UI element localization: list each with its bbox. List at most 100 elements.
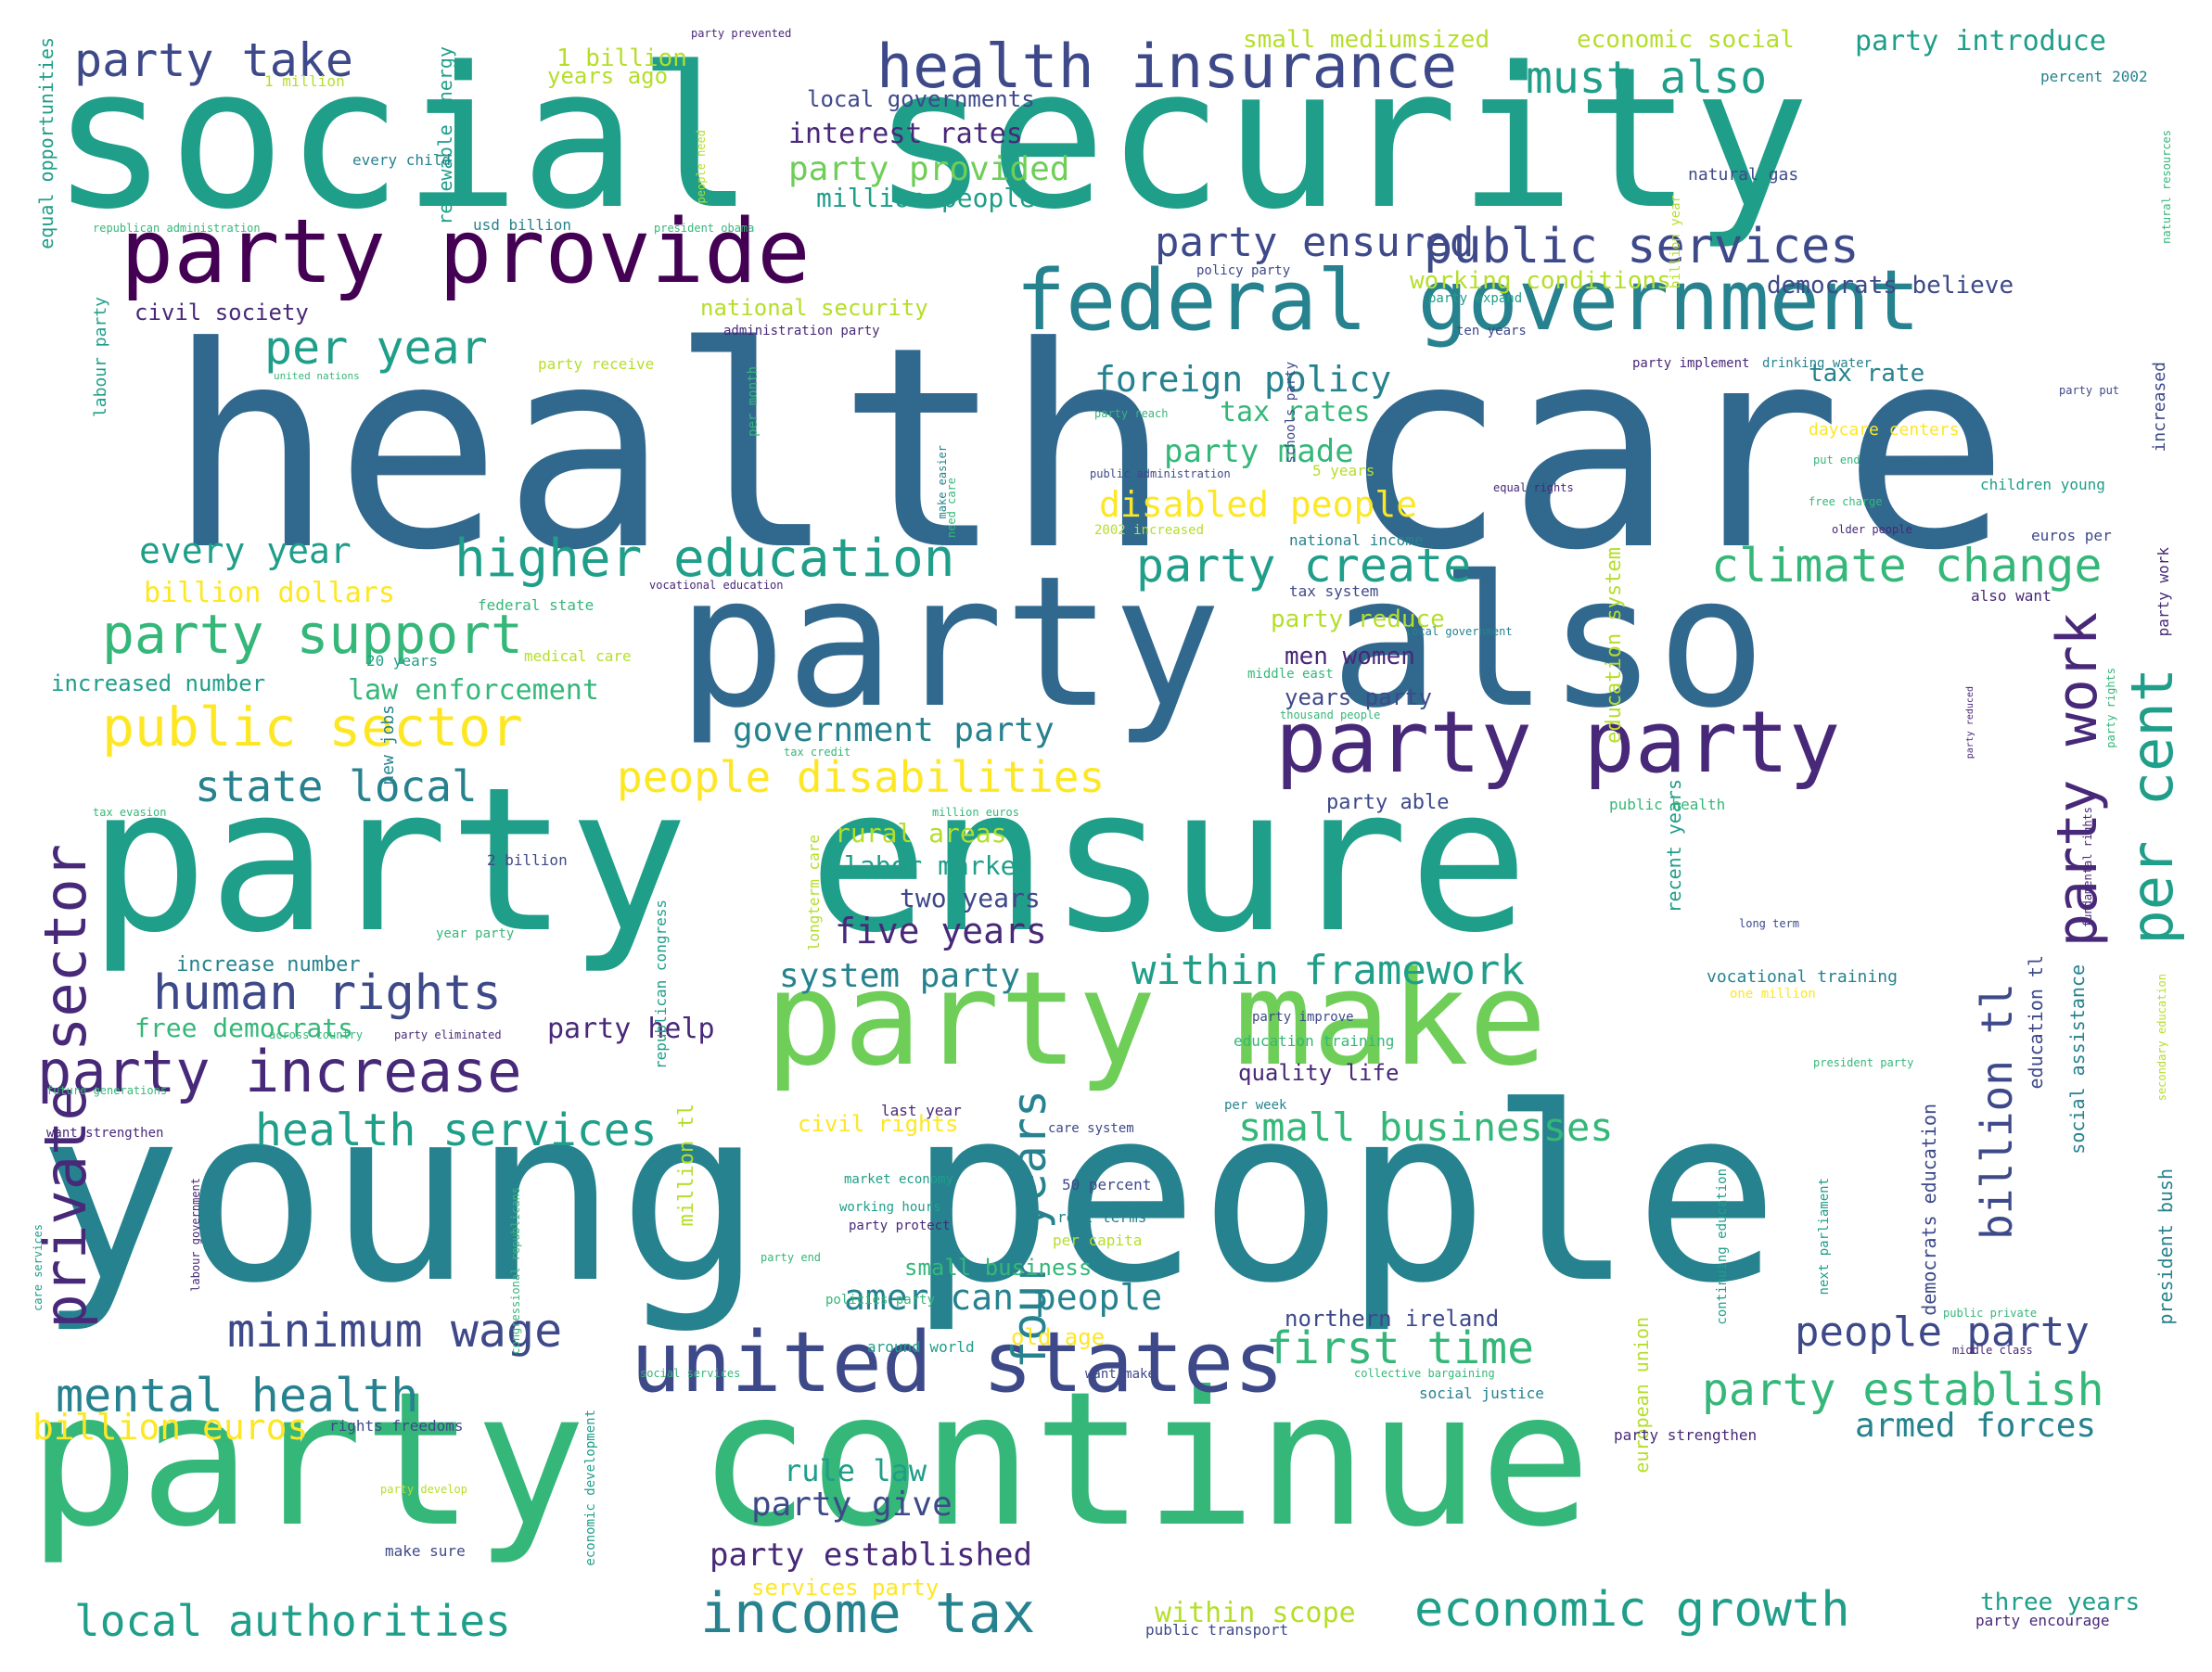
word-161: vocational training xyxy=(1707,967,1898,987)
word-19: economic growth xyxy=(1414,1582,1850,1638)
word-95: social assistance xyxy=(2066,964,2089,1155)
word-198: party encourage xyxy=(1975,1612,2110,1629)
word-123: party put xyxy=(2059,384,2120,397)
word-85: national security xyxy=(700,295,928,321)
word-117: policy party xyxy=(1196,263,1291,278)
word-37: within framework xyxy=(1132,947,1525,994)
word-38: people party xyxy=(1795,1308,2090,1356)
word-20: higher education xyxy=(454,529,955,589)
word-153: million euros xyxy=(932,806,1019,819)
word-55: law enforcement xyxy=(348,674,599,707)
word-105: every child xyxy=(352,151,451,169)
word-181: care services xyxy=(32,1224,45,1311)
word-1: social security xyxy=(51,25,1810,252)
word-130: equal rights xyxy=(1493,481,1574,494)
word-154: public health xyxy=(1609,796,1726,813)
word-194: party end xyxy=(761,1251,822,1264)
word-87: 1 billion xyxy=(556,45,687,72)
word-169: per week xyxy=(1224,1098,1287,1113)
word-143: also want xyxy=(1971,587,2052,605)
word-185: collective bargaining xyxy=(1354,1367,1495,1380)
word-46: every year xyxy=(139,530,352,571)
word-116: billion year xyxy=(1669,195,1683,289)
word-76: northern ireland xyxy=(1285,1306,1500,1332)
word-3: party ensure xyxy=(88,744,1529,976)
word-142: tax system xyxy=(1289,582,1379,600)
word-71: years party xyxy=(1285,684,1432,710)
word-151: tax credit xyxy=(784,746,851,759)
word-25: party work xyxy=(2045,612,2110,948)
word-145: medical care xyxy=(524,647,632,665)
word-114: president obama xyxy=(654,222,755,235)
word-78: three years xyxy=(1980,1589,2141,1616)
word-67: party help xyxy=(547,1013,715,1045)
word-201: natural resources xyxy=(2160,130,2173,244)
word-92: education tl xyxy=(2025,955,2047,1090)
word-100: million tl xyxy=(675,1104,698,1227)
word-66: rural areas xyxy=(835,818,1007,849)
word-40: american people xyxy=(844,1277,1163,1318)
word-2: young people xyxy=(37,1056,1780,1336)
word-56: rule law xyxy=(784,1453,927,1488)
word-83: economic social xyxy=(1577,26,1795,54)
word-35: first time xyxy=(1266,1322,1534,1374)
word-99: equal opportunities xyxy=(35,37,58,249)
word-59: interest rates xyxy=(788,118,1023,150)
word-162: one million xyxy=(1730,987,1816,1002)
word-57: within scope xyxy=(1155,1597,1356,1629)
word-187: social justice xyxy=(1419,1385,1544,1402)
word-9: health insurance xyxy=(876,32,1458,102)
word-155: party rights xyxy=(2104,668,2117,748)
word-30: per year xyxy=(264,321,488,375)
word-176: party protect xyxy=(849,1219,951,1233)
word-106: natural gas xyxy=(1688,165,1799,185)
word-107: increased xyxy=(2150,362,2169,453)
word-200: secondary education xyxy=(2155,974,2168,1102)
word-175: working hours xyxy=(839,1200,941,1215)
word-193: party develop xyxy=(380,1483,467,1496)
word-138: older people xyxy=(1832,523,1912,536)
word-39: small businesses xyxy=(1238,1104,1614,1150)
word-128: schools party xyxy=(1284,362,1298,464)
word-163: party improve xyxy=(1252,1010,1354,1025)
word-58: party provided xyxy=(788,150,1070,188)
word-104: party receive xyxy=(538,355,655,373)
word-122: drinking water xyxy=(1762,356,1873,371)
word-77: old age xyxy=(1011,1324,1106,1350)
word-75: civil rights xyxy=(798,1111,959,1137)
word-159: republican congress xyxy=(652,900,670,1070)
word-102: daycare centers xyxy=(1809,420,1960,440)
word-43: billion tl xyxy=(1972,983,2022,1240)
word-11: party party xyxy=(1275,693,1841,792)
word-180: congressional republicans xyxy=(509,1187,522,1355)
word-147: middle east xyxy=(1247,667,1334,682)
word-113: republican administration xyxy=(93,222,261,235)
word-150: thousand people xyxy=(1280,708,1381,721)
word-168: want strengthen xyxy=(46,1126,164,1141)
word-98: renewable energy xyxy=(434,46,456,225)
word-170: president party xyxy=(1813,1056,1914,1069)
word-4: party continue xyxy=(28,1352,1592,1568)
word-132: free charge xyxy=(1809,495,1883,508)
word-18: income tax xyxy=(700,1581,1036,1646)
word-6: party make xyxy=(765,944,1547,1095)
word-146: 20 years xyxy=(366,652,439,670)
word-16: public services xyxy=(1424,219,1860,274)
word-112: usd billion xyxy=(473,216,571,234)
word-160: year party xyxy=(436,926,515,941)
word-88: years ago xyxy=(547,63,669,89)
word-139: euros per xyxy=(2031,527,2112,544)
word-42: foreign policy xyxy=(1094,359,1392,400)
word-23: minimum wage xyxy=(227,1304,563,1358)
word-53: tax rates xyxy=(1220,396,1371,428)
word-189: continuing education xyxy=(1715,1168,1730,1325)
word-24: local authorities xyxy=(74,1596,511,1646)
word-196: make sure xyxy=(385,1542,466,1560)
word-96: european union xyxy=(1630,1317,1653,1474)
word-64: two years xyxy=(900,883,1041,913)
word-120: administration party xyxy=(723,324,880,338)
word-195: rights freedoms xyxy=(329,1417,464,1435)
word-108: party work xyxy=(2154,547,2172,637)
word-103: labour party xyxy=(91,297,110,418)
word-31: party create xyxy=(1136,539,1472,593)
